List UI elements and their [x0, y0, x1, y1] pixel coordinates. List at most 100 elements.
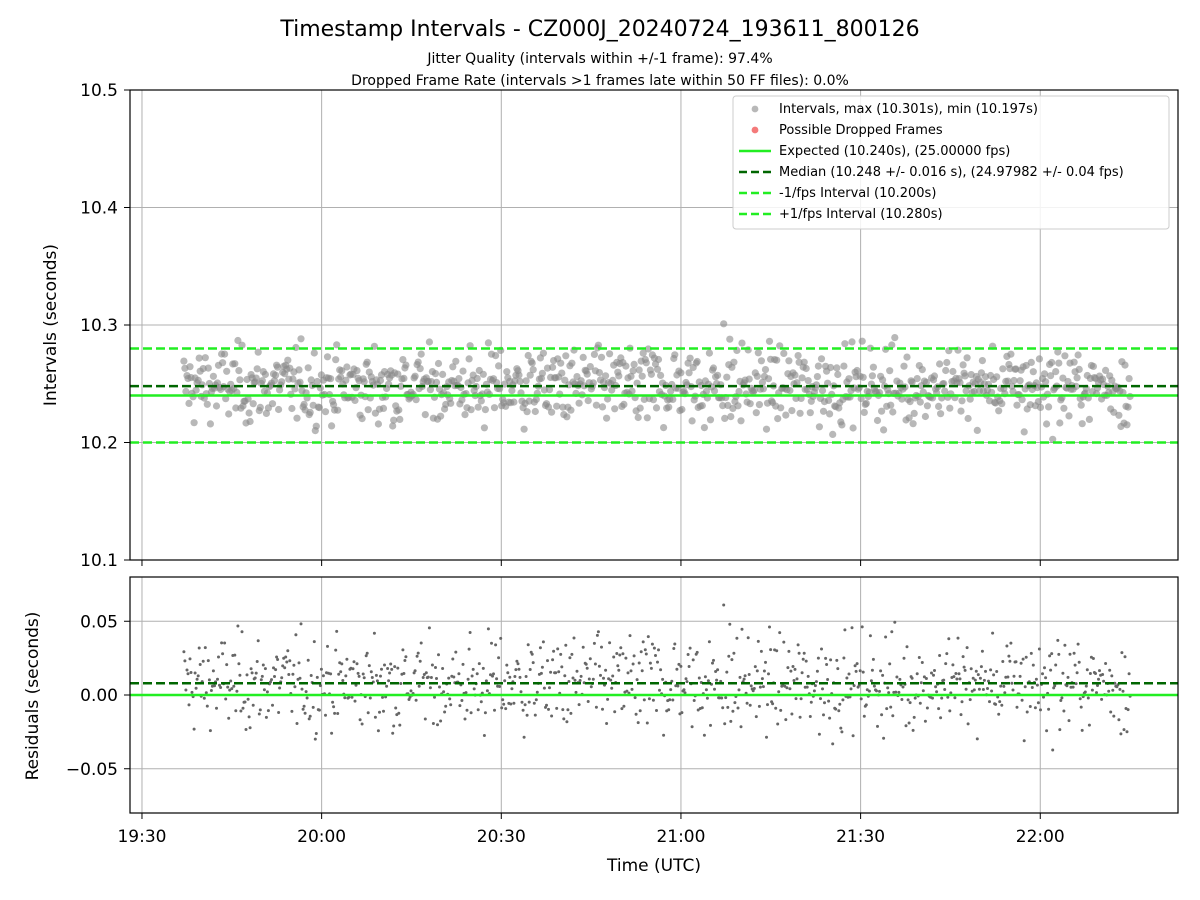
residual-point — [905, 645, 909, 649]
interval-point — [568, 359, 576, 367]
residual-point — [685, 680, 689, 684]
residual-point — [361, 672, 365, 676]
interval-point — [1052, 368, 1060, 376]
residual-point — [301, 707, 305, 711]
residual-point — [1007, 654, 1011, 658]
residual-point — [1014, 660, 1018, 664]
residual-point — [541, 640, 545, 644]
interval-point — [937, 410, 945, 418]
residual-point — [197, 646, 201, 650]
residual-point — [483, 711, 487, 715]
residual-point — [509, 702, 513, 706]
interval-point — [723, 373, 731, 381]
residual-point — [430, 663, 434, 667]
residual-point — [365, 651, 369, 655]
residual-point — [975, 737, 979, 741]
residual-point — [183, 659, 187, 663]
residual-point — [582, 681, 586, 685]
residual-point — [524, 675, 528, 678]
residual-point — [809, 700, 813, 704]
interval-point — [321, 408, 330, 416]
residual-point — [463, 717, 467, 721]
interval-point — [297, 335, 305, 343]
residual-point — [599, 673, 602, 677]
residual-point — [852, 684, 856, 688]
interval-point — [726, 335, 734, 343]
interval-point — [477, 397, 485, 405]
intervals-y-tick-label: 10.4 — [80, 199, 118, 219]
residual-point — [304, 690, 308, 694]
residual-point — [213, 684, 216, 688]
interval-point — [752, 409, 760, 417]
residual-point — [923, 719, 927, 723]
interval-point — [603, 414, 611, 422]
residual-point — [275, 655, 279, 659]
interval-point — [905, 414, 913, 422]
interval-point — [295, 366, 303, 374]
residual-point — [525, 713, 529, 717]
residual-point — [578, 679, 582, 682]
residual-point — [204, 691, 208, 695]
residual-point — [495, 677, 499, 681]
residual-point — [220, 641, 224, 645]
interval-point — [219, 359, 227, 367]
residual-point — [399, 682, 403, 685]
residual-point — [274, 668, 278, 672]
interval-point — [209, 372, 217, 380]
residual-point — [396, 666, 400, 670]
residual-point — [539, 671, 543, 675]
residual-point — [237, 662, 241, 666]
interval-point — [702, 387, 711, 395]
residual-point — [408, 695, 412, 699]
residual-point — [321, 674, 325, 678]
residual-point — [360, 722, 364, 726]
interval-point — [275, 405, 283, 414]
interval-point — [206, 420, 214, 428]
residual-point — [187, 703, 191, 707]
residual-point — [538, 646, 542, 650]
residual-point — [424, 671, 428, 675]
interval-point — [819, 407, 828, 415]
legend-label-plus-interval: +1/fps Interval (10.280s) — [779, 207, 943, 222]
residual-point — [306, 658, 310, 662]
interval-point — [891, 334, 899, 342]
residual-point — [783, 684, 787, 688]
residual-point — [1098, 669, 1101, 673]
residual-point — [687, 665, 691, 668]
residual-point — [550, 714, 554, 718]
residual-point — [661, 677, 665, 681]
residual-point — [230, 687, 234, 691]
interval-point — [734, 402, 742, 410]
interval-point — [540, 386, 549, 394]
residual-point — [1051, 748, 1055, 752]
residual-point — [751, 689, 755, 693]
residual-point — [326, 644, 329, 648]
interval-point — [397, 382, 405, 390]
residual-point — [345, 657, 349, 661]
residual-point — [901, 685, 905, 689]
interval-point — [1124, 403, 1132, 411]
residual-point — [924, 677, 928, 680]
residual-point — [367, 664, 371, 668]
interval-point — [942, 366, 950, 375]
interval-point — [1018, 396, 1026, 404]
residual-point — [404, 655, 408, 659]
interval-point — [1040, 370, 1049, 378]
residual-point — [498, 685, 502, 688]
residual-point — [828, 716, 832, 720]
residual-point — [1033, 706, 1037, 710]
interval-point — [966, 395, 974, 403]
residual-point — [597, 664, 601, 668]
residual-point — [1002, 684, 1006, 688]
residual-point — [1053, 684, 1057, 688]
residual-point — [308, 714, 312, 718]
residual-point — [1049, 668, 1053, 672]
residual-point — [515, 659, 519, 663]
residual-point — [500, 706, 504, 710]
residual-point — [758, 685, 762, 689]
residual-point — [314, 732, 318, 735]
residual-point — [468, 631, 472, 634]
residual-point — [845, 676, 849, 680]
interval-point — [235, 367, 243, 375]
residual-point — [503, 679, 507, 683]
